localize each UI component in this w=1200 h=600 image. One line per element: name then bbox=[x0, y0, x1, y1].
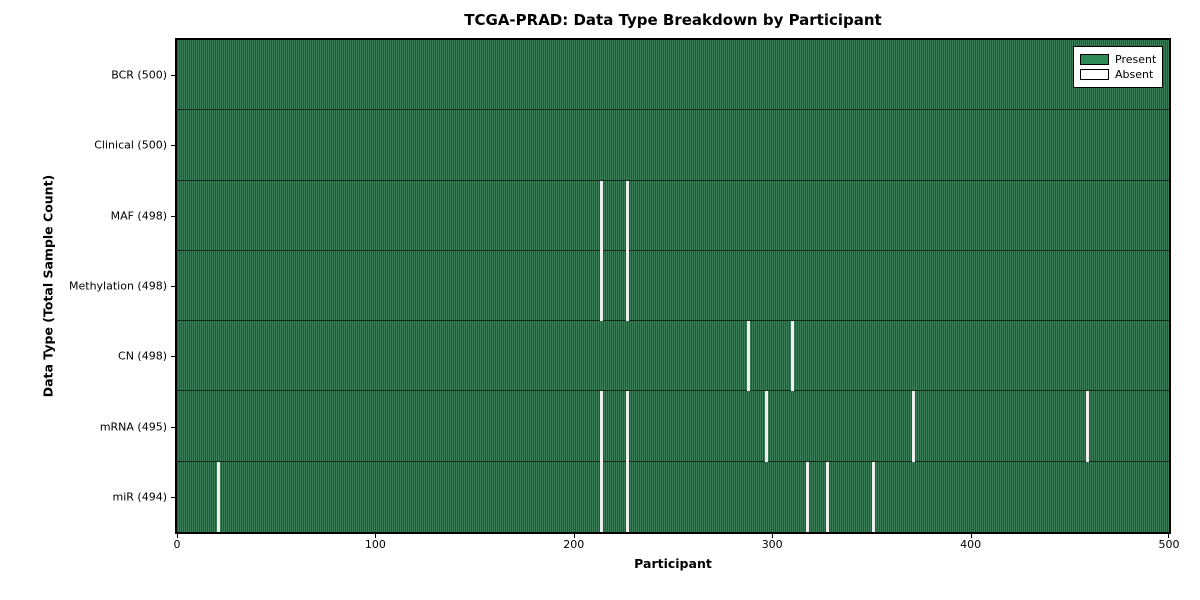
heatmap-row-mRNA bbox=[177, 391, 1169, 462]
absent-swatch-icon bbox=[1080, 69, 1109, 80]
y-tick-mark-miR bbox=[171, 496, 175, 498]
legend-label-present: Present bbox=[1115, 53, 1157, 66]
absent-marker-CN-310 bbox=[790, 321, 794, 392]
x-tick-mark-100 bbox=[375, 534, 377, 538]
heatmap-row-CN bbox=[177, 321, 1169, 392]
x-tick-mark-0 bbox=[177, 534, 178, 538]
absent-marker-miR-214 bbox=[600, 461, 604, 532]
absent-marker-mRNA-459 bbox=[1086, 391, 1090, 462]
y-tick-mark-BCR bbox=[171, 75, 175, 77]
y-tick-mark-Clinical bbox=[171, 145, 175, 147]
y-tick-label-CN: CN (498) bbox=[118, 349, 167, 363]
x-tick-mark-400 bbox=[970, 534, 972, 538]
heatmap-row-Clinical bbox=[177, 110, 1169, 181]
plot-area bbox=[175, 38, 1171, 534]
x-tick-label-400: 400 bbox=[960, 538, 982, 551]
chart-title: TCGA-PRAD: Data Type Breakdown by Partic… bbox=[464, 11, 882, 29]
absent-marker-mRNA-214 bbox=[600, 391, 604, 462]
absent-marker-mRNA-227 bbox=[625, 391, 629, 462]
x-tick-label-100: 100 bbox=[364, 538, 386, 551]
absent-marker-miR-351 bbox=[871, 461, 875, 532]
y-tick-label-Clinical: Clinical (500) bbox=[94, 138, 167, 152]
absent-marker-CN-288 bbox=[746, 321, 750, 392]
y-tick-mark-mRNA bbox=[171, 426, 175, 428]
y-tick-mark-Methylation bbox=[171, 286, 175, 287]
y-tick-label-Methylation: Methylation (498) bbox=[69, 279, 167, 293]
x-tick-label-300: 300 bbox=[761, 538, 783, 551]
present-swatch-icon bbox=[1080, 54, 1109, 65]
x-axis-label: Participant bbox=[634, 556, 712, 571]
absent-marker-mRNA-371 bbox=[911, 391, 915, 462]
legend-item-absent: Absent bbox=[1080, 67, 1156, 82]
legend-item-present: Present bbox=[1080, 52, 1156, 67]
heatmap-row-miR bbox=[177, 462, 1169, 532]
absent-marker-miR-227 bbox=[625, 461, 629, 532]
y-tick-mark-CN bbox=[171, 356, 175, 358]
y-tick-mark-MAF bbox=[171, 215, 175, 217]
absent-marker-mRNA-297 bbox=[764, 391, 768, 462]
absent-marker-Methylation-214 bbox=[600, 250, 604, 322]
absent-marker-miR-328 bbox=[826, 461, 830, 532]
legend-label-absent: Absent bbox=[1115, 68, 1154, 81]
legend: Present Absent bbox=[1073, 46, 1163, 88]
heatmap-row-BCR bbox=[177, 40, 1169, 111]
y-tick-label-mRNA: mRNA (495) bbox=[99, 420, 167, 434]
absent-marker-MAF-227 bbox=[625, 180, 629, 251]
absent-marker-miR-21 bbox=[217, 461, 221, 532]
absent-marker-MAF-214 bbox=[600, 180, 604, 251]
heatmap-row-MAF bbox=[177, 181, 1169, 251]
x-tick-mark-300 bbox=[772, 534, 774, 538]
y-tick-label-miR: miR (494) bbox=[112, 490, 168, 504]
absent-marker-miR-318 bbox=[806, 461, 810, 532]
y-tick-label-MAF: MAF (498) bbox=[110, 209, 167, 223]
x-tick-mark-200 bbox=[573, 534, 575, 538]
absent-marker-Methylation-227 bbox=[625, 250, 629, 322]
y-tick-label-BCR: BCR (500) bbox=[111, 68, 167, 82]
x-tick-mark-500 bbox=[1168, 534, 1169, 538]
heatmap-row-Methylation bbox=[177, 251, 1169, 322]
x-tick-label-200: 200 bbox=[563, 538, 585, 551]
x-tick-label-500: 500 bbox=[1158, 538, 1180, 551]
x-tick-label-0: 0 bbox=[173, 538, 181, 551]
